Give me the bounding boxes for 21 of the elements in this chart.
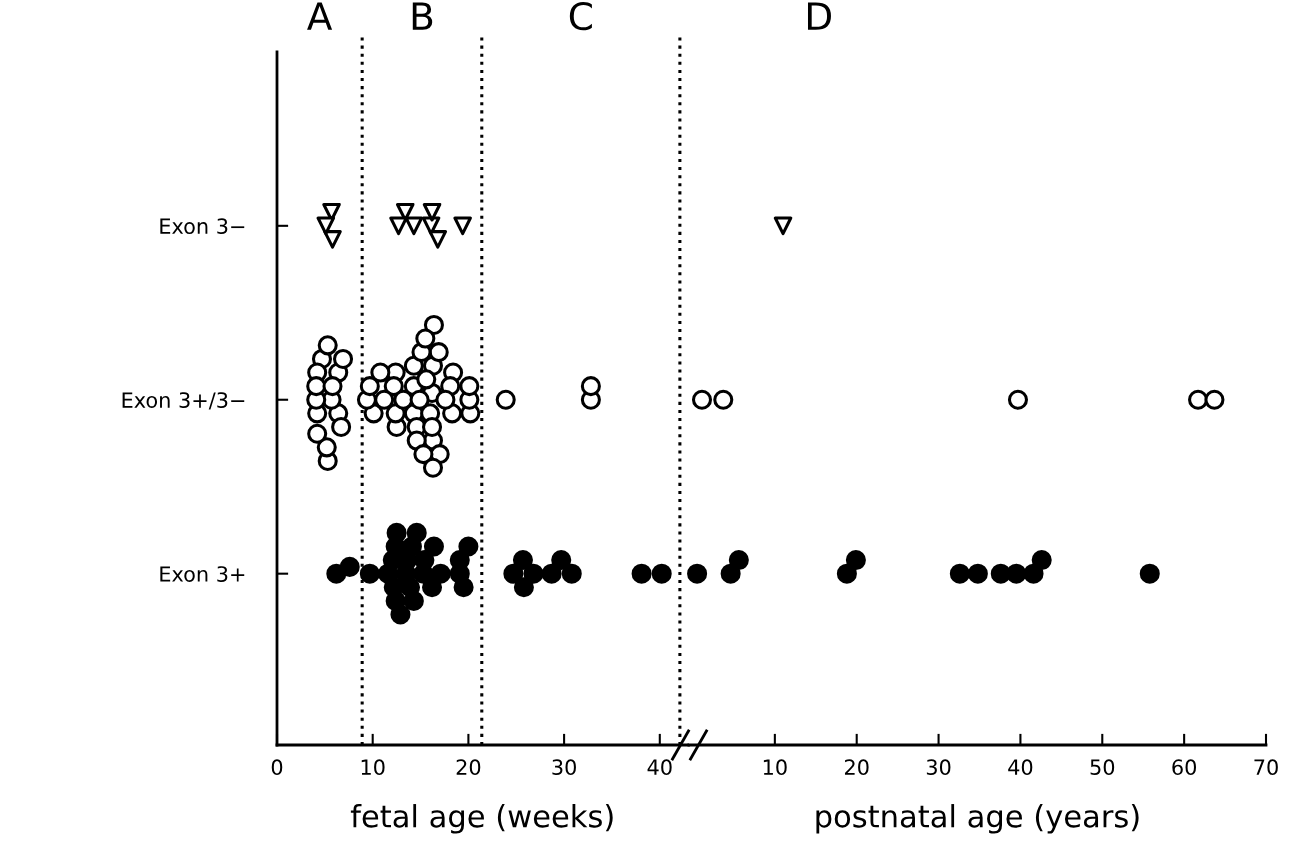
- text: A: [307, 2, 333, 30]
- x-tick-label: 60: [1172, 759, 1197, 776]
- x-tick-label: 0: [271, 759, 283, 776]
- x-tick-label: 70: [1254, 759, 1278, 776]
- x-tick-label: 30: [552, 759, 576, 776]
- x-axis-title: postnatal age (years): [816, 804, 1139, 834]
- x-tick-label: 20: [456, 759, 481, 776]
- x-tick-label: 10: [763, 759, 787, 776]
- x-tick-label: 50: [1090, 759, 1115, 776]
- annotation: D: [807, 2, 831, 30]
- text: B: [412, 2, 433, 30]
- y-tick-label: Exon 3+/3−: [122, 392, 245, 410]
- y-tick-label: Exon 3−: [160, 218, 245, 235]
- x-tick-label: 30: [926, 759, 951, 776]
- y-tick-label: Exon 3+: [160, 566, 245, 582]
- x-axis-title: fetal age (weeks): [350, 804, 613, 834]
- x-tick-label: 20: [844, 759, 869, 776]
- x-tick-label: 40: [1008, 759, 1033, 776]
- x-tick-label: 10: [361, 759, 385, 776]
- text: C: [569, 1, 592, 31]
- x-tick-label: 40: [647, 759, 672, 776]
